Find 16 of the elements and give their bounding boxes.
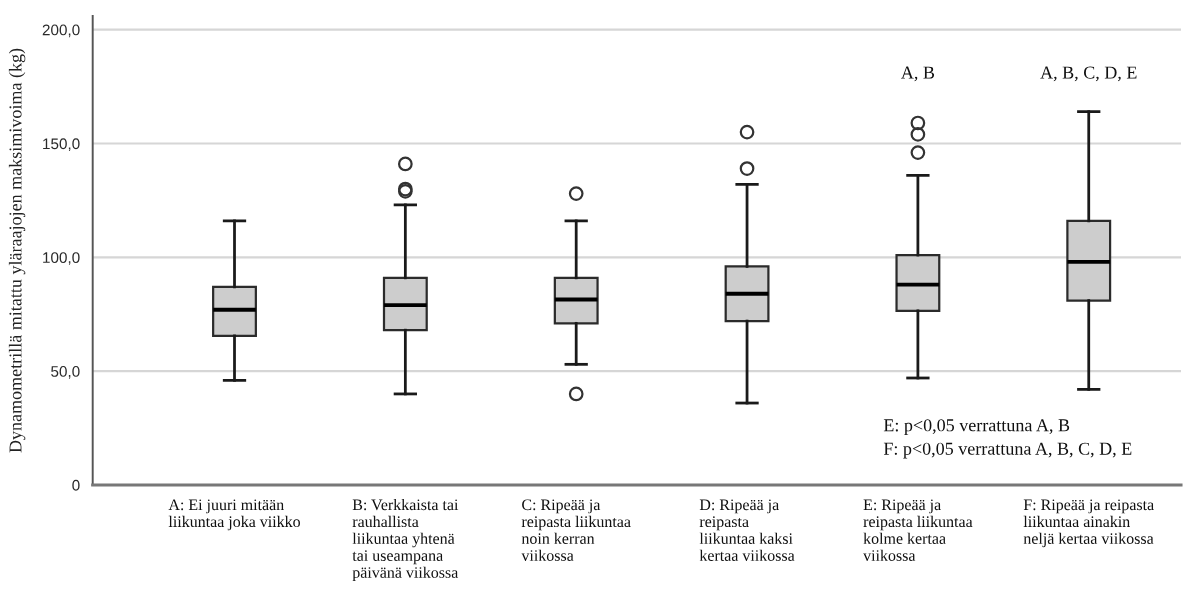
y-axis-title: Dynamometrillä mitattu yläraajojen maksimivoima (kg) xyxy=(8,48,26,453)
annotation: A, B, C, D, E xyxy=(1040,66,1137,82)
x-tick-label: E: Ripeää ja reipasta liikuntaa kolme kertaa viikossa xyxy=(863,499,973,561)
y-tick-label: 100,0 xyxy=(43,252,80,265)
x-tick-label: F: Ripeää ja reipasta liikuntaa ainakin neljä kertaa viikossa xyxy=(1023,499,1154,548)
y-tick-label: 200,0 xyxy=(42,24,80,38)
x-tick-label: D: Ripeää ja reipasta liikuntaa kaksi kertaa viikossa xyxy=(699,499,795,561)
annotation: F: p<0,05 verrattuna A, B, C, D, E xyxy=(883,442,1132,459)
y-tick-label: 50,0 xyxy=(51,366,80,379)
y-tick-label: 0 xyxy=(72,479,80,491)
annotation: A, B xyxy=(901,66,935,82)
annotation: E: p<0,05 verrattuna A, B xyxy=(883,419,1070,436)
x-tick-label: B: Verkkaista tai rauhallista liikuntaa yhtenä tai useampana päivänä viikossa xyxy=(352,498,459,582)
y-tick-label: 150,0 xyxy=(43,138,80,151)
x-tick-label: A: Ei juuri mitään liikuntaa joka viikko xyxy=(168,499,300,531)
x-tick-label: C: Ripeää ja reipasta liikuntaa noin kerran viikossa xyxy=(521,499,631,561)
